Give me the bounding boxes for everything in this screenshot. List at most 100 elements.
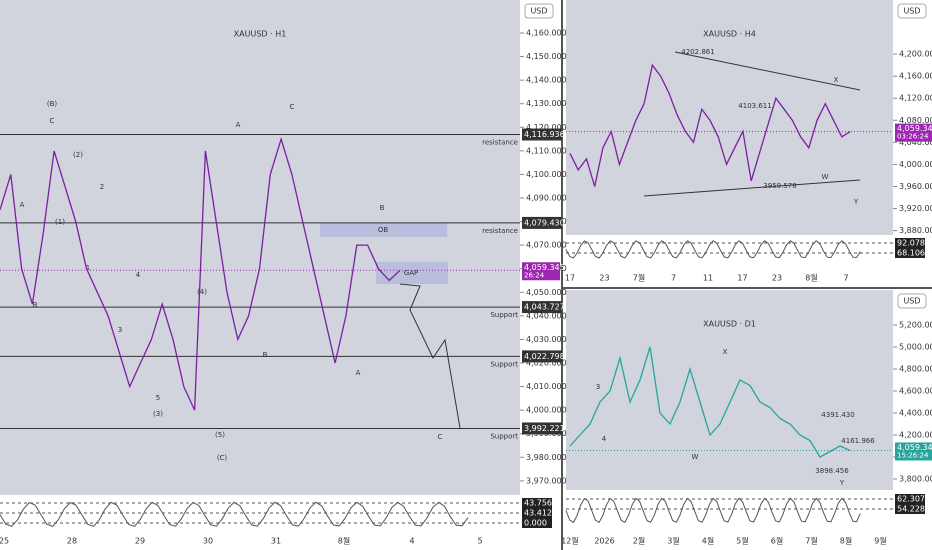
- y-tick-label: 4,020.000: [526, 359, 567, 368]
- level-box: [522, 422, 562, 435]
- gap-zone: [376, 262, 448, 284]
- date-label: 23: [772, 274, 782, 283]
- y-tick-label: 4,800.000: [899, 364, 932, 373]
- level-note: resistance: [482, 139, 518, 147]
- date-label: 17: [737, 274, 747, 283]
- price-line: [569, 346, 851, 458]
- date-label: 17: [565, 274, 575, 283]
- date-label: 2월: [633, 536, 645, 546]
- oscillator: [565, 497, 861, 524]
- chart-title: XAUUSD · D1: [703, 320, 756, 329]
- annotation: 4103.611: [738, 102, 771, 110]
- date-label: 7: [843, 274, 848, 283]
- annotation: A: [20, 201, 25, 209]
- annotation: (5): [215, 431, 225, 439]
- timer: 03:26:24: [897, 133, 929, 141]
- y-tick-label: 4,120.000: [899, 94, 932, 103]
- osc-box: [895, 494, 925, 504]
- y-tick-label: 4,120.000: [526, 123, 567, 132]
- annotation: B: [380, 204, 385, 212]
- y-tick-label: 4,150.000: [526, 52, 567, 61]
- level-note: resistance: [482, 227, 518, 235]
- oscillator: [565, 240, 861, 259]
- level-label: 4,116.936: [524, 130, 565, 139]
- annotation: 4202.861: [681, 48, 714, 56]
- y-tick-label: 4,000.000: [899, 160, 932, 169]
- y-tick-label: 4,000.000: [526, 406, 567, 415]
- y-tick-label: 4,200.000: [899, 50, 932, 59]
- y-tick-label: 4,400.000: [899, 408, 932, 417]
- y-tick-label: 4,050.000: [526, 288, 567, 297]
- annotation: 4: [136, 271, 141, 279]
- annotation: X: [834, 76, 839, 84]
- last-box: [522, 262, 560, 281]
- level-label: 4,079.430: [524, 218, 565, 227]
- timer: 26:24: [524, 271, 545, 279]
- y-tick-label: 4,090.000: [526, 194, 567, 203]
- osc-box: [895, 248, 925, 258]
- timer: 15:26:24: [897, 451, 929, 459]
- date-label: 12월: [561, 536, 579, 546]
- price-line: [0, 136, 401, 411]
- d1-pane: [566, 290, 893, 490]
- date-label: 23: [599, 274, 609, 283]
- currency-box: [897, 293, 927, 309]
- last-price: 4,059.345: [524, 263, 565, 272]
- date-label: 7: [671, 274, 676, 283]
- y-tick-label: 3,970.000: [526, 476, 567, 485]
- annotation: (B): [47, 100, 58, 108]
- date-label: 4월: [702, 536, 714, 546]
- price-line: [569, 63, 851, 187]
- annotation: 4161.966: [841, 437, 875, 445]
- y-tick-label: 3,880.000: [899, 226, 932, 235]
- currency-box: [897, 3, 927, 19]
- last-box: [895, 123, 932, 142]
- osc-label: 43.756: [524, 499, 552, 508]
- oscillator: [0, 501, 469, 527]
- osc-label: 43.412: [524, 509, 552, 518]
- y-tick-label: 5,200.000: [899, 320, 932, 329]
- y-tick-label: 4,040.000: [899, 138, 932, 147]
- date-label: 7월: [805, 536, 817, 546]
- annotation: 2: [100, 183, 104, 191]
- date-label: 11: [703, 274, 713, 283]
- date-label: 9월: [874, 536, 886, 546]
- annotation: 5: [156, 394, 160, 402]
- y-tick-label: 3,980.000: [526, 453, 567, 462]
- osc-box: [522, 498, 552, 508]
- h1-pane: [0, 0, 520, 495]
- date-label: 29: [135, 537, 145, 546]
- ob-zone: [320, 223, 447, 237]
- trend-line: [674, 51, 861, 91]
- osc-label: 0.000: [524, 519, 547, 528]
- annotation: (4): [197, 288, 207, 296]
- date-label: 25: [0, 537, 9, 546]
- annotation: A: [236, 121, 241, 129]
- annotation: W: [692, 453, 699, 461]
- level-box: [522, 128, 562, 141]
- osc-box: [895, 238, 925, 248]
- date-label: 3월: [667, 536, 679, 546]
- date-label: 2026: [594, 537, 614, 546]
- y-tick-label: 4,600.000: [899, 386, 932, 395]
- date-label: 5월: [736, 536, 748, 546]
- osc-box: [522, 508, 552, 518]
- level-label: 4,043.727: [524, 303, 565, 312]
- annotation: B: [33, 301, 38, 309]
- trend-line: [643, 179, 861, 197]
- y-tick-label: 4,100.000: [526, 170, 567, 179]
- y-tick-label: 4,070.000: [526, 241, 567, 250]
- osc-box: [895, 504, 925, 514]
- currency: USD: [530, 7, 547, 16]
- y-tick-label: 4,040.000: [526, 311, 567, 320]
- annotation: 4: [602, 435, 607, 443]
- date-label: 8월: [338, 536, 350, 546]
- annotation: X: [723, 348, 728, 356]
- osc-box: [522, 518, 552, 528]
- annotation: (3): [153, 410, 163, 418]
- annotation: GAP: [404, 269, 418, 277]
- currency: USD: [903, 297, 920, 306]
- level-note: Support: [490, 360, 518, 368]
- level-box: [522, 301, 562, 314]
- y-tick-label: 4,200.000: [899, 430, 932, 439]
